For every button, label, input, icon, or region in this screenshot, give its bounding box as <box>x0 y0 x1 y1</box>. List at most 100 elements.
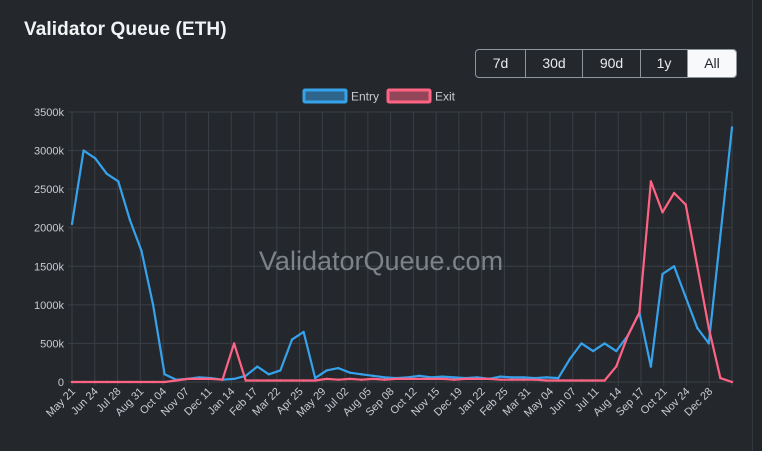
data-point-exit <box>545 379 548 382</box>
data-point-entry <box>94 157 97 160</box>
data-point-exit <box>371 377 375 381</box>
data-point-exit <box>580 379 583 382</box>
range-30d-button[interactable]: 30d <box>525 50 582 77</box>
data-point-exit <box>499 378 502 381</box>
data-point-exit <box>707 326 710 330</box>
data-point-entry <box>522 376 525 379</box>
data-point-exit <box>418 377 421 381</box>
data-point-exit <box>452 378 456 381</box>
data-point-exit <box>82 380 85 384</box>
data-point-exit <box>719 376 722 380</box>
data-point-entry <box>279 369 282 372</box>
data-point-entry <box>105 172 108 175</box>
y-tick-label: 500k <box>40 338 64 350</box>
data-point-entry <box>70 222 74 226</box>
series-layer <box>70 126 734 384</box>
data-point-entry <box>672 265 676 268</box>
data-point-entry <box>719 234 722 237</box>
data-point-entry <box>232 377 236 381</box>
y-tick-label: 3000k <box>34 146 64 158</box>
page-title: Validator Queue (ETH) <box>24 19 227 40</box>
data-point-entry <box>730 126 734 129</box>
data-point-exit <box>730 380 734 384</box>
data-point-entry <box>499 375 502 378</box>
data-point-entry <box>360 373 363 376</box>
legend-item-exit[interactable]: Exit <box>386 88 456 104</box>
data-point-exit <box>163 380 166 384</box>
data-point-exit <box>591 379 595 382</box>
legend: Entry Exit <box>302 88 456 104</box>
data-point-exit <box>696 265 699 268</box>
data-point-entry <box>371 374 375 377</box>
data-point-exit <box>649 180 653 183</box>
data-point-exit <box>105 380 108 384</box>
data-point-exit <box>279 379 282 382</box>
data-point-exit <box>441 377 444 381</box>
data-point-entry <box>684 295 687 299</box>
data-point-entry <box>591 349 595 353</box>
series-line-exit <box>72 180 733 384</box>
data-point-exit <box>615 365 618 368</box>
data-point-exit <box>175 379 178 382</box>
data-point-exit <box>429 377 433 381</box>
data-point-exit <box>510 378 514 381</box>
data-point-exit <box>626 334 629 337</box>
data-point-entry <box>348 371 352 374</box>
data-point-entry <box>163 373 166 376</box>
data-point-exit <box>267 379 270 382</box>
data-point-exit <box>557 379 560 382</box>
data-point-exit <box>198 377 201 381</box>
data-point-entry <box>452 376 456 379</box>
data-point-entry <box>603 342 606 345</box>
data-point-entry <box>649 365 653 368</box>
time-range-selector: 7d 30d 90d 1y All <box>475 49 737 78</box>
data-point-exit <box>348 377 352 381</box>
range-1y-button[interactable]: 1y <box>640 50 687 77</box>
data-point-exit <box>395 377 398 381</box>
data-point-entry <box>82 149 85 152</box>
data-point-entry <box>418 374 421 377</box>
data-point-exit <box>140 380 143 384</box>
data-point-entry <box>661 272 664 276</box>
data-point-entry <box>256 365 259 368</box>
data-point-exit <box>568 379 572 382</box>
data-point-exit <box>151 380 155 384</box>
range-all-button[interactable]: All <box>687 50 736 77</box>
data-point-entry <box>545 376 548 379</box>
data-point-entry <box>302 330 305 334</box>
data-point-exit <box>221 378 224 381</box>
data-point-exit <box>603 379 606 382</box>
data-point-exit <box>232 342 236 345</box>
data-point-entry <box>337 366 340 370</box>
y-tick-label: 2000k <box>34 223 64 235</box>
data-point-entry <box>314 376 317 380</box>
legend-swatch-exit <box>386 88 432 104</box>
data-point-exit <box>94 380 97 384</box>
data-point-entry <box>568 357 572 361</box>
range-7d-button[interactable]: 7d <box>492 55 509 71</box>
legend-swatch-entry <box>302 88 348 104</box>
data-point-entry <box>140 249 143 253</box>
data-point-exit <box>337 378 340 381</box>
data-point-exit <box>684 203 687 206</box>
data-point-entry <box>325 369 328 372</box>
data-point-entry <box>117 180 120 183</box>
data-point-entry <box>615 349 618 353</box>
data-point-entry <box>580 342 583 345</box>
data-point-entry <box>383 376 386 379</box>
y-tick-label: 1000k <box>34 300 64 312</box>
legend-item-entry[interactable]: Entry <box>302 88 379 104</box>
data-point-exit <box>186 377 189 381</box>
data-point-exit <box>383 378 386 381</box>
data-point-exit <box>360 378 363 381</box>
data-point-exit <box>522 378 525 381</box>
data-point-entry <box>151 303 155 307</box>
range-90d-button[interactable]: 90d <box>582 50 640 77</box>
data-point-entry <box>128 218 132 222</box>
data-point-exit <box>314 379 317 382</box>
data-point-exit <box>672 191 676 195</box>
data-point-exit <box>209 377 213 381</box>
